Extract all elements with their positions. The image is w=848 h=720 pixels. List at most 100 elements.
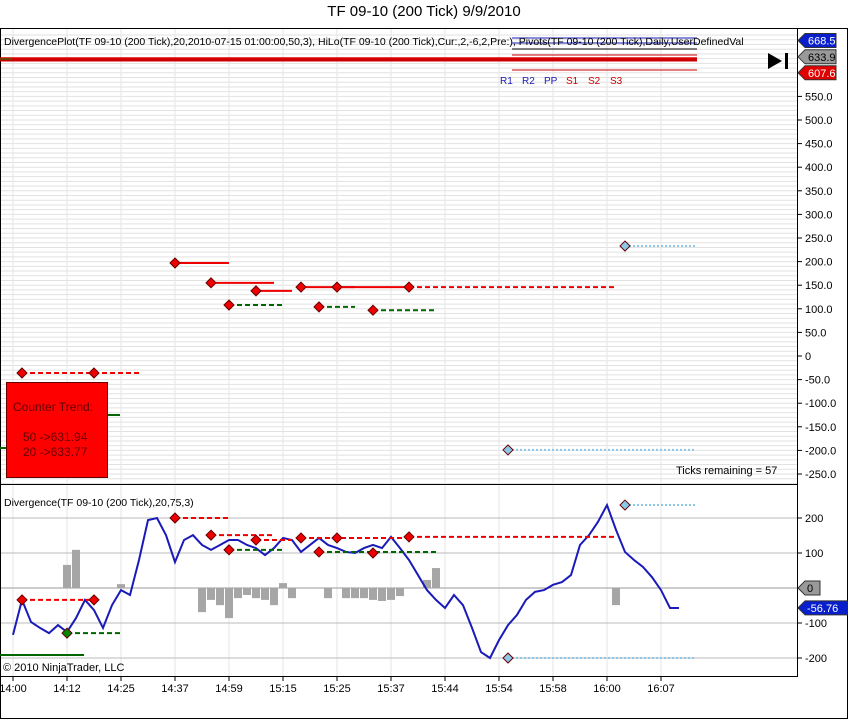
y-tick-label: 150.0 — [805, 280, 833, 292]
y-tick-label: -100.0 — [805, 398, 836, 410]
divergence-marker — [367, 304, 379, 316]
pivot-label: S3 — [610, 76, 623, 87]
y-tick-label: 450.0 — [805, 139, 833, 151]
upper-panel-label: DivergencePlot(TF 09-10 (200 Tick),20,20… — [4, 36, 744, 48]
histogram-bar — [117, 584, 125, 588]
histogram-bar — [207, 588, 215, 600]
divergence-marker — [502, 444, 514, 456]
divergence-marker — [169, 512, 181, 524]
price-tag-label: 668.5 — [808, 35, 836, 47]
value-tag — [797, 580, 821, 596]
price-tag-label: 633.9 — [808, 52, 836, 64]
divergence-marker — [169, 257, 181, 269]
histogram-bar — [342, 588, 350, 599]
pivot-label: R2 — [522, 76, 535, 87]
divergence-marker — [331, 281, 343, 293]
histogram-bar — [261, 588, 269, 600]
histogram-bar — [243, 588, 251, 595]
divergence-series-line — [12, 502, 679, 660]
divergence-marker — [205, 529, 217, 541]
divergence-marker — [313, 301, 325, 313]
divergence-marker — [619, 240, 631, 252]
y-tick-label: 200.0 — [805, 257, 833, 269]
value-tag-label: 0 — [807, 583, 813, 595]
x-tick-label: 14:00 — [0, 683, 27, 695]
histogram-bar — [63, 564, 71, 588]
value-tag-label: -56.76 — [807, 603, 838, 615]
ticks-remaining: Ticks remaining = 57 — [676, 465, 777, 477]
divergence-marker — [223, 544, 235, 556]
histogram-bar — [360, 588, 368, 599]
divergence-marker — [223, 299, 235, 311]
pivot-label: R1 — [500, 76, 513, 87]
divergence-marker — [367, 547, 379, 559]
y-tick-label: -100 — [805, 618, 827, 630]
x-tick-label: 14:12 — [53, 683, 81, 695]
histogram-bar — [216, 588, 224, 606]
price-tag — [797, 49, 837, 65]
counter-trend-title: Counter Trend: — [13, 400, 94, 414]
y-tick-label: 200 — [805, 513, 823, 525]
divergence-marker — [403, 531, 415, 543]
y-tick-label: 400.0 — [805, 162, 833, 174]
divergence-marker — [295, 532, 307, 544]
divergence-marker — [61, 627, 73, 639]
x-tick-label: 15:25 — [323, 683, 351, 695]
divergence-marker — [88, 367, 100, 379]
lower-panel-frame — [0, 484, 798, 677]
price-tag — [797, 65, 837, 81]
histogram-bar — [423, 579, 431, 588]
histogram-bar — [252, 588, 260, 599]
x-tick-label: 15:15 — [269, 683, 297, 695]
x-tick-label: 15:44 — [431, 683, 459, 695]
pivot-label: PP — [544, 76, 558, 87]
y-tick-label: 100.0 — [805, 304, 833, 316]
x-tick-label: 14:25 — [107, 683, 135, 695]
histogram-bar — [387, 588, 395, 600]
play-to-end-icon[interactable] — [768, 53, 788, 69]
divergence-marker — [502, 652, 514, 664]
y-tick-label: -50.0 — [805, 375, 830, 387]
y-tick-label: 250.0 — [805, 233, 833, 245]
x-tick-label: 14:59 — [215, 683, 243, 695]
divergence-marker — [619, 499, 631, 511]
price-tag-label: 607.6 — [808, 68, 836, 80]
y-tick-label: 100 — [805, 548, 823, 560]
divergence-marker — [331, 532, 343, 544]
histogram-bar — [369, 588, 377, 600]
x-tick-label: 15:37 — [377, 683, 405, 695]
lower-panel-label: Divergence(TF 09-10 (200 Tick),20,75,3) — [4, 497, 194, 509]
histogram-bar — [324, 588, 332, 599]
histogram-bar — [612, 588, 620, 606]
chart-title: TF 09-10 (200 Tick) 9/9/2010 — [327, 3, 521, 20]
pivot-label: S1 — [566, 76, 579, 87]
histogram-bar — [72, 549, 80, 588]
x-tick-label: 15:54 — [485, 683, 513, 695]
copyright: © 2010 NinjaTrader, LLC — [3, 662, 124, 674]
y-tick-label: 550.0 — [805, 91, 833, 103]
histogram-bar — [396, 588, 404, 597]
y-tick-label: 300.0 — [805, 209, 833, 221]
y-tick-label: -250.0 — [805, 469, 836, 481]
histogram-bar — [270, 588, 278, 606]
divergence-marker — [16, 367, 28, 379]
y-tick-label: -200 — [805, 653, 827, 665]
y-tick-label: 0 — [805, 351, 811, 363]
counter-trend-50: 50 ->631.94 — [23, 430, 88, 444]
histogram-bar — [225, 588, 233, 619]
pivot-label: S2 — [588, 76, 601, 87]
divergence-marker — [88, 594, 100, 606]
counter-trend-20: 20 ->633.77 — [23, 445, 88, 459]
price-tag — [797, 32, 837, 48]
value-tag — [797, 600, 848, 616]
x-tick-label: 14:37 — [161, 683, 189, 695]
y-tick-label: 500.0 — [805, 115, 833, 127]
histogram-bar — [288, 588, 296, 599]
divergence-marker — [16, 594, 28, 606]
divergence-marker — [250, 285, 262, 297]
histogram-bar — [198, 588, 206, 613]
histogram-bar — [432, 568, 440, 588]
histogram-bar — [351, 588, 359, 599]
histogram-bar — [234, 588, 242, 599]
